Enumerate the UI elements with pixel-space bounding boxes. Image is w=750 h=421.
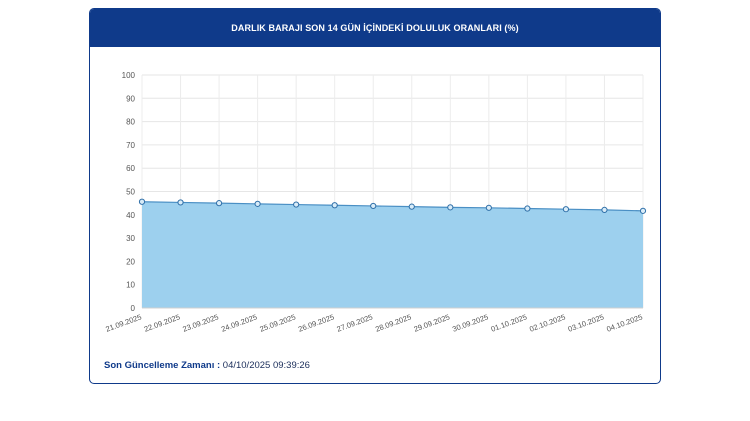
x-tick-label: 04.10.2025 [605, 312, 643, 333]
last-update-value: 04/10/2025 09:39:26 [222, 360, 310, 371]
x-tick-label: 21.09.2025 [104, 312, 142, 333]
y-tick-label: 0 [131, 304, 136, 313]
area-fill [142, 201, 643, 308]
x-tick-label: 03.10.2025 [567, 312, 605, 333]
data-point [215, 200, 223, 207]
x-tick-label: 28.09.2025 [374, 312, 412, 333]
y-tick-label: 100 [122, 71, 136, 80]
last-update: Son Güncelleme Zamanı : 04/10/2025 09:39… [104, 360, 310, 371]
x-tick-label: 24.09.2025 [220, 312, 258, 333]
doluluk-chart: 0 10 20 30 40 50 60 70 80 90 100 21.09.2025 22.09.20… [104, 71, 647, 334]
y-tick-label: 70 [126, 141, 135, 150]
y-tick-label: 30 [126, 234, 135, 243]
chart-card: DARLIK BARAJI SON 14 GÜN İÇİNDEKİ DOLULU… [89, 8, 661, 384]
data-point [639, 207, 647, 214]
x-tick-label: 30.09.2025 [451, 312, 489, 333]
y-tick-label: 80 [126, 118, 135, 127]
x-tick-label: 29.09.2025 [413, 312, 451, 333]
y-tick-label: 40 [126, 211, 135, 220]
data-point [177, 199, 184, 206]
x-tick-label: 02.10.2025 [528, 312, 566, 333]
y-tick-label: 90 [126, 94, 135, 103]
y-tick-label: 10 [126, 281, 135, 290]
y-tick-label: 20 [126, 257, 135, 266]
y-tick-label: 60 [126, 164, 135, 173]
x-tick-label: 22.09.2025 [143, 312, 181, 333]
data-point [370, 202, 377, 210]
data-point [293, 201, 300, 208]
series-line [141, 201, 644, 212]
data-point [447, 204, 454, 211]
x-tick-label: 23.09.2025 [181, 312, 219, 333]
data-point [562, 206, 570, 213]
data-point [524, 205, 531, 212]
data-point [331, 202, 338, 209]
chart-title: DARLIK BARAJI SON 14 GÜN İÇİNDEKİ DOLULU… [90, 9, 660, 47]
x-tick-label: 27.09.2025 [336, 312, 374, 333]
y-tick-label: 50 [126, 188, 135, 197]
data-point [485, 204, 492, 211]
data-point [601, 206, 608, 214]
x-tick-label: 25.09.2025 [258, 312, 296, 333]
x-tick-label: 01.10.2025 [490, 312, 528, 333]
x-tick-label: 26.09.2025 [297, 312, 335, 333]
chart-area: 0 10 20 30 40 50 60 70 80 90 100 21.09.2025 22.09.20… [90, 47, 660, 347]
data-point [408, 203, 415, 210]
data-point [138, 198, 146, 205]
data-point [254, 200, 261, 207]
last-update-label: Son Güncelleme Zamanı : [104, 360, 221, 371]
